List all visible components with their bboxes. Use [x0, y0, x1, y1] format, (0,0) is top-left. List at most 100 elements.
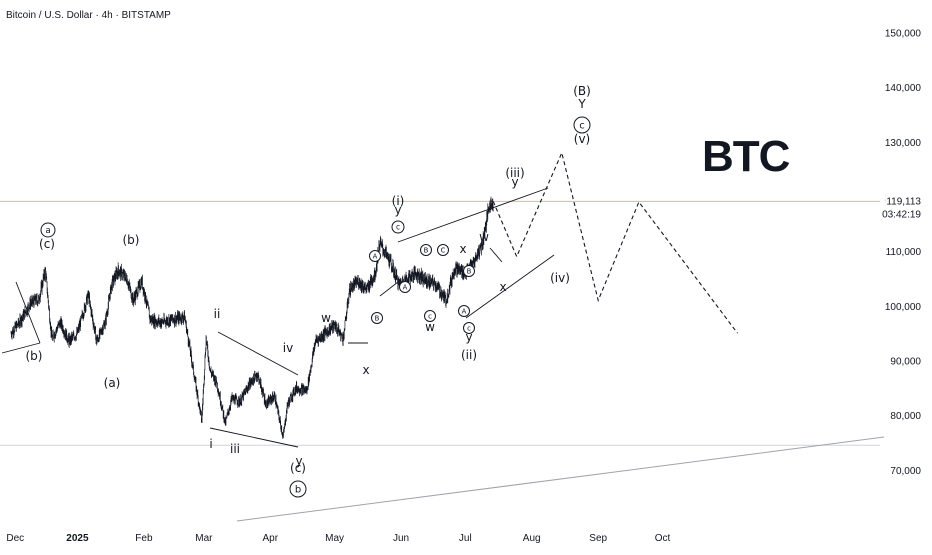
wave-label: (iii)	[505, 166, 524, 180]
label-text: B	[424, 246, 429, 254]
x-tick-label[interactable]: Oct	[655, 533, 671, 544]
trend-line	[397, 187, 549, 243]
circled-wave-label: A	[458, 305, 470, 317]
y-tick-label[interactable]: 140,000	[885, 83, 922, 94]
x-axis[interactable]: Dec 2025 Feb Mar Apr May Jun Jul Aug Sep Oct	[6, 533, 670, 544]
x-tick-label[interactable]: Jul	[459, 533, 472, 544]
wave-label: (i)	[392, 194, 405, 208]
x-tick-label[interactable]: Jun	[393, 533, 409, 544]
price-candles	[10, 196, 494, 439]
symbol-title[interactable]: Bitcoin / U.S. Dollar · 4h · BITSTAMP	[6, 10, 171, 21]
wave-label: iii	[230, 442, 240, 456]
label-text: A	[462, 307, 467, 315]
label-circle	[458, 305, 470, 317]
circled-wave-label: A	[369, 250, 381, 262]
label-circle	[573, 116, 591, 134]
projection-path	[492, 151, 738, 334]
label-text: B	[467, 267, 472, 275]
y-tick-label[interactable]: 90,000	[890, 357, 921, 368]
wave-label: y	[511, 175, 518, 189]
trend-line	[209, 427, 299, 448]
label-circle	[420, 244, 432, 256]
y-tick-label[interactable]: 100,000	[885, 302, 922, 313]
wave-label: w	[321, 311, 331, 325]
label-text: A	[403, 283, 408, 291]
wave-label: y	[295, 454, 302, 468]
wave-label: (v)	[574, 132, 590, 146]
label-text: a	[45, 226, 50, 236]
x-tick-label[interactable]: Feb	[135, 533, 153, 544]
trend-line	[1, 342, 41, 354]
label-text: c	[579, 120, 585, 131]
price-badge: 119,113 03:42:19	[882, 193, 932, 220]
y-tick-label[interactable]: 80,000	[890, 411, 921, 422]
x-tick-label[interactable]: Mar	[195, 533, 213, 544]
circled-wave-label: B	[463, 265, 475, 277]
x-tick-label[interactable]: 2025	[66, 533, 89, 544]
wave-label: x	[459, 242, 466, 256]
label-circle	[424, 310, 436, 322]
label-text: A	[373, 252, 378, 260]
wave-label: (iv)	[550, 271, 570, 285]
bar-countdown-label: 03:42:19	[882, 209, 921, 220]
label-circle	[463, 265, 475, 277]
current-price-label: 119,113	[886, 196, 921, 207]
x-tick-label[interactable]: May	[325, 533, 344, 544]
wave-label: y	[465, 330, 472, 344]
circled-wave-label: c	[424, 310, 436, 322]
label-circle	[437, 244, 449, 256]
y-tick-label[interactable]: 130,000	[885, 138, 922, 149]
circled-wave-label: c	[463, 322, 475, 334]
circled-wave-label: c	[391, 220, 405, 234]
wave-label: w	[425, 320, 435, 334]
y-tick-label[interactable]: 110,000	[886, 247, 922, 258]
x-tick-label[interactable]: Apr	[263, 533, 279, 544]
wave-label: w	[479, 230, 489, 244]
label-circle	[391, 220, 405, 234]
wave-label: (c)	[290, 461, 306, 475]
trend-line	[217, 331, 299, 376]
circled-wave-label: c	[573, 116, 591, 134]
wave-label: (B)	[573, 84, 591, 98]
label-circle	[289, 480, 307, 498]
wave-label: (b)	[123, 233, 140, 247]
circled-wave-label: C	[437, 244, 449, 256]
wave-label: i	[209, 437, 212, 451]
label-circle	[369, 250, 381, 262]
x-tick-label[interactable]: Aug	[523, 533, 541, 544]
wave-label: (a)	[104, 376, 121, 390]
label-text: c	[396, 223, 400, 232]
circled-wave-label: B	[420, 244, 432, 256]
long-term-trendline	[236, 436, 885, 522]
circled-wave-label: A	[399, 281, 411, 293]
label-text: c	[428, 312, 432, 320]
y-tick-label[interactable]: 150,000	[885, 29, 922, 40]
circled-wave-label: b	[289, 480, 307, 498]
label-text: C	[441, 246, 446, 254]
circled-wave-label: a	[40, 222, 56, 238]
projection-line	[492, 151, 738, 334]
circled-wave-label: B	[371, 312, 383, 324]
label-text: c	[467, 324, 471, 332]
wave-label: (c)	[39, 237, 55, 251]
price-badge-bg	[886, 193, 932, 220]
x-tick-label[interactable]: Sep	[589, 533, 607, 544]
ticker-watermark: BTC	[702, 132, 790, 181]
trend-line	[379, 281, 399, 297]
wave-label: iv	[283, 341, 293, 355]
label-circle	[463, 322, 475, 334]
x-tick-label[interactable]: Dec	[6, 533, 24, 544]
wave-label: x	[499, 280, 506, 294]
label-circle	[40, 222, 56, 238]
wave-label: y	[394, 203, 401, 217]
label-circle	[371, 312, 383, 324]
label-circle	[399, 281, 411, 293]
y-tick-label[interactable]: 70,000	[890, 466, 921, 477]
wave-label: ii	[214, 307, 221, 321]
y-axis[interactable]: 70,00080,00090,000100,000110,000120,0001…	[885, 29, 922, 477]
label-text: b	[295, 484, 301, 495]
wave-label: (b)	[26, 349, 43, 363]
